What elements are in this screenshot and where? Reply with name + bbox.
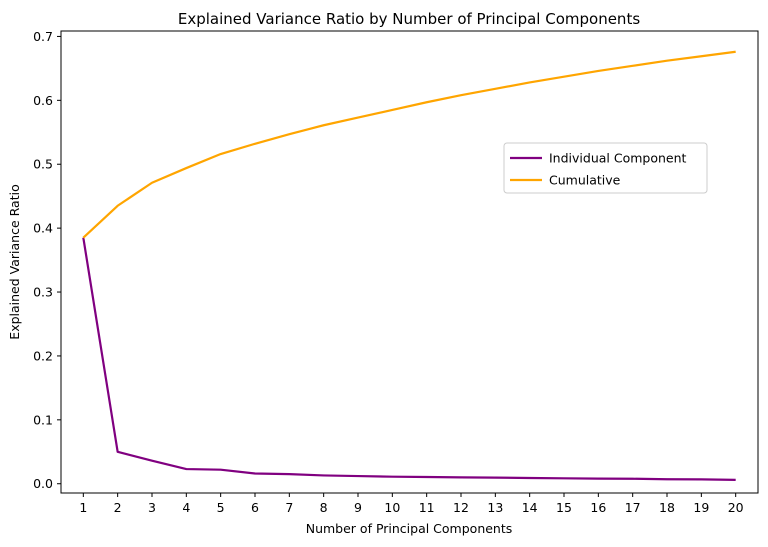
series-line-cumulative xyxy=(82,50,736,239)
y-tick-label: 0.3 xyxy=(33,285,53,300)
x-tick-label: 3 xyxy=(148,500,156,515)
x-tick-label: 14 xyxy=(522,500,538,515)
legend-label-cumulative: Cumulative xyxy=(549,173,621,188)
plot-frame xyxy=(60,30,759,494)
y-tick-label: 0.1 xyxy=(33,412,53,427)
y-tick-label: 0.7 xyxy=(33,29,53,44)
x-tick-label: 11 xyxy=(419,500,435,515)
x-tick-label: 12 xyxy=(453,500,469,515)
x-tick-label: 4 xyxy=(182,500,190,515)
x-tick-label: 2 xyxy=(114,500,122,515)
chart-title: Explained Variance Ratio by Number of Pr… xyxy=(178,10,640,28)
x-tick-label: 15 xyxy=(556,500,572,515)
x-tick-label: 18 xyxy=(659,500,675,515)
x-tick-label: 10 xyxy=(384,500,400,515)
x-tick-label: 20 xyxy=(728,500,744,515)
x-tick-label: 8 xyxy=(320,500,328,515)
series-line-individual xyxy=(82,237,736,481)
y-axis-title: Explained Variance Ratio xyxy=(7,184,22,339)
series-layer xyxy=(82,50,736,481)
x-tick-label: 7 xyxy=(285,500,293,515)
y-tick-label: 0.0 xyxy=(33,476,53,491)
y-tick-label: 0.2 xyxy=(33,348,53,363)
x-tick-label: 1 xyxy=(79,500,87,515)
x-tick-label: 19 xyxy=(693,500,709,515)
y-axis: 0.0 0.1 0.2 0.3 0.4 0.5 0.6 0.7 xyxy=(33,29,61,491)
x-tick-label: 6 xyxy=(251,500,259,515)
x-axis-title: Number of Principal Components xyxy=(306,521,513,536)
x-tick-label: 17 xyxy=(625,500,641,515)
x-tick-label: 9 xyxy=(354,500,362,515)
x-tick-label: 13 xyxy=(487,500,503,515)
legend-label-individual: Individual Component xyxy=(549,151,687,166)
x-axis: 1 2 3 4 5 6 7 8 9 10 11 12 13 14 15 16 17 18 19 20 xyxy=(79,493,744,515)
legend-frame xyxy=(503,142,708,194)
y-tick-label: 0.4 xyxy=(33,221,53,236)
y-tick-label: 0.6 xyxy=(33,93,53,108)
x-tick-label: 16 xyxy=(590,500,606,515)
y-tick-label: 0.5 xyxy=(33,157,53,172)
legend: Individual Component Cumulative xyxy=(503,142,708,194)
x-tick-label: 5 xyxy=(217,500,225,515)
